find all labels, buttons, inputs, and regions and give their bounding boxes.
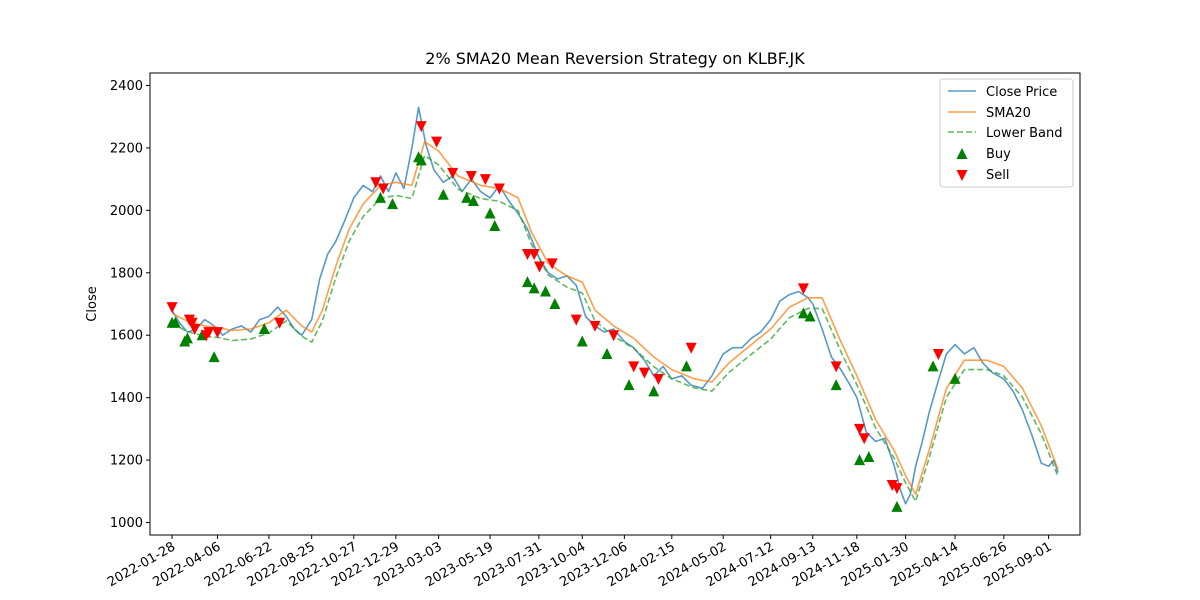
sell-marker bbox=[479, 174, 491, 186]
y-tick-label: 2000 bbox=[110, 204, 143, 219]
y-tick-label: 2200 bbox=[110, 141, 143, 156]
y-axis-title: Close bbox=[85, 286, 100, 321]
legend-buy-label: Buy bbox=[986, 147, 1011, 162]
sell-marker bbox=[370, 177, 382, 189]
buy-marker bbox=[648, 385, 660, 397]
sell-marker bbox=[589, 320, 601, 332]
buy-marker bbox=[528, 282, 540, 294]
sell-marker bbox=[858, 433, 870, 445]
y-tick-label: 1200 bbox=[110, 454, 143, 469]
y-tick-label: 1600 bbox=[110, 329, 143, 344]
buy-marker bbox=[549, 298, 561, 309]
plot-layer bbox=[166, 106, 1059, 512]
sell-marker bbox=[211, 327, 223, 339]
sell-marker bbox=[431, 136, 443, 148]
buy-marker bbox=[489, 219, 501, 231]
y-tick-label: 2400 bbox=[110, 79, 143, 94]
buy-marker bbox=[374, 191, 386, 203]
sell-marker bbox=[534, 261, 546, 273]
buy-marker bbox=[854, 454, 866, 466]
sell-marker bbox=[493, 183, 505, 195]
buy-marker bbox=[927, 360, 939, 372]
buy-marker bbox=[169, 316, 181, 328]
buy-marker bbox=[680, 360, 692, 372]
sma20-line bbox=[171, 140, 1059, 496]
sell-marker bbox=[608, 330, 620, 342]
buy-marker bbox=[804, 310, 816, 322]
buy-marker bbox=[484, 207, 496, 219]
sell-marker bbox=[652, 373, 664, 385]
sell-marker bbox=[447, 167, 459, 179]
buy-marker bbox=[623, 379, 635, 391]
sell-marker bbox=[274, 317, 286, 329]
buy-marker bbox=[415, 154, 427, 166]
legend: Close Price SMA20 Lower Band Buy Sell bbox=[939, 78, 1074, 188]
legend-sell-label: Sell bbox=[986, 168, 1009, 183]
sell-marker bbox=[465, 171, 477, 183]
buy-marker bbox=[258, 322, 270, 334]
buy-marker bbox=[830, 379, 842, 391]
buy-marker bbox=[387, 198, 399, 210]
legend-sma-label: SMA20 bbox=[986, 106, 1031, 121]
lower-band-line bbox=[171, 154, 1059, 503]
sell-marker bbox=[570, 314, 582, 326]
legend-sell-marker bbox=[956, 170, 968, 181]
plot-frame bbox=[149, 72, 1081, 536]
buy-marker bbox=[521, 276, 533, 288]
legend-lower-band-label: Lower Band bbox=[986, 126, 1062, 141]
sell-marker bbox=[886, 480, 898, 492]
buy-marker bbox=[949, 372, 961, 384]
sell-marker bbox=[797, 283, 809, 295]
buy-marker bbox=[181, 332, 193, 344]
buy-marker bbox=[461, 191, 473, 203]
buy-marker bbox=[797, 307, 809, 319]
sell-marker bbox=[189, 323, 201, 335]
buy-marker bbox=[540, 285, 552, 297]
close-price-line bbox=[171, 106, 1059, 505]
sell-marker bbox=[415, 121, 427, 133]
buy-marker bbox=[208, 351, 220, 363]
buy-marker bbox=[467, 194, 479, 206]
sell-marker bbox=[854, 423, 866, 435]
buy-marker bbox=[437, 188, 449, 200]
sell-marker bbox=[186, 317, 198, 329]
legend-close-label: Close Price bbox=[986, 85, 1057, 100]
legend-frame bbox=[939, 78, 1074, 188]
sell-marker bbox=[203, 327, 215, 339]
buy-marker bbox=[891, 500, 903, 512]
chart-title: 2% SMA20 Mean Reversion Strategy on KLBF… bbox=[425, 49, 805, 68]
sell-marker bbox=[528, 249, 540, 261]
y-tick-label: 1800 bbox=[110, 266, 143, 281]
y-tick-label: 1000 bbox=[110, 516, 143, 531]
buy-marker bbox=[576, 335, 588, 347]
buy-marker bbox=[601, 347, 613, 359]
buy-marker bbox=[863, 450, 875, 462]
sell-marker bbox=[830, 361, 842, 373]
sell-marker bbox=[628, 361, 640, 373]
legend-buy-marker bbox=[956, 148, 968, 159]
y-tick-label: 1400 bbox=[110, 391, 143, 406]
sell-marker bbox=[638, 367, 650, 379]
sell-marker bbox=[891, 483, 903, 495]
sell-marker bbox=[685, 342, 697, 354]
sell-marker bbox=[932, 348, 944, 360]
sell-marker bbox=[546, 258, 558, 270]
sell-marker bbox=[377, 183, 389, 195]
sell-marker bbox=[166, 302, 178, 314]
